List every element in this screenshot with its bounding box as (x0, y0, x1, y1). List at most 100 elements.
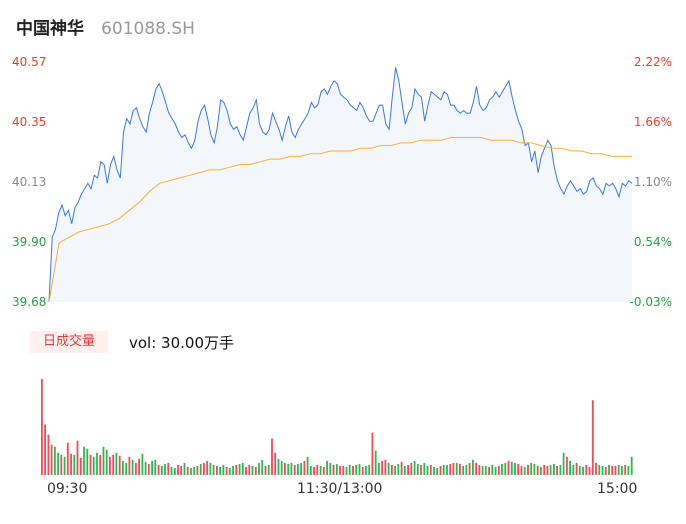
volume-bar (459, 463, 461, 475)
volume-bar (423, 462, 426, 475)
volume-bar (235, 464, 238, 475)
volume-bar (144, 461, 147, 475)
volume-bar (358, 463, 361, 475)
volume-bar (245, 466, 247, 475)
volume-bar (92, 456, 95, 475)
volume-bar (523, 466, 526, 475)
volume-bar (604, 466, 607, 475)
volume-bar (384, 459, 387, 475)
volume-bar (157, 464, 160, 475)
volume-bar (585, 464, 588, 475)
volume-bar (222, 464, 225, 475)
volume-bar (335, 463, 338, 475)
volume-bar (455, 462, 458, 475)
volume-bar (475, 462, 477, 475)
volume-bar (277, 458, 280, 475)
volume-bar (63, 456, 66, 475)
volume-bar (151, 460, 153, 475)
volume-bar (510, 461, 513, 475)
volume-bar (578, 465, 581, 475)
volume-bar (342, 465, 345, 475)
volume-bar (514, 462, 516, 475)
volume-bar (73, 454, 76, 475)
volume-bar (569, 460, 571, 475)
volume-bar (216, 465, 218, 475)
volume-bar (290, 462, 293, 475)
price-tick-3: 39.90 (12, 235, 47, 249)
pct-tick-1: 1.66% (633, 115, 672, 129)
volume-bar (494, 466, 497, 475)
volume-bar (251, 465, 254, 475)
price-tick-4: 39.68 (12, 295, 47, 309)
volume-bar (261, 459, 264, 475)
stock-name: 中国神华 (16, 19, 84, 39)
price-area (49, 67, 632, 303)
volume-bar (624, 464, 627, 475)
volume-bar (621, 465, 623, 475)
volume-bar (206, 460, 209, 475)
volume-bar (102, 446, 105, 475)
volume-bar (345, 466, 348, 475)
volume-bar (183, 462, 186, 475)
volume-bar (588, 466, 591, 475)
volume-bar (96, 452, 98, 475)
volume-bar (115, 452, 118, 475)
volume-bar (306, 456, 309, 475)
volume-bar (79, 457, 82, 475)
volume-bar (394, 465, 396, 475)
volume-bar (322, 466, 325, 475)
volume-bar (267, 464, 270, 475)
volume-bar (559, 464, 562, 475)
volume-bar (598, 464, 601, 475)
volume-bar (41, 379, 43, 475)
volume-bar (517, 463, 520, 475)
volume-bar (572, 464, 575, 475)
volume-bar (546, 465, 549, 475)
volume-bar (160, 465, 163, 475)
volume-bar (627, 465, 630, 475)
volume-bar (50, 444, 53, 475)
volume-bar (258, 462, 260, 475)
volume-bar (199, 463, 202, 475)
volume-bar (553, 463, 555, 475)
volume-bar (575, 462, 578, 475)
volume-bar (527, 464, 529, 475)
volume-bar (439, 465, 442, 475)
average-line (48, 137, 632, 303)
volume-bar (274, 452, 277, 475)
pct-tick-2: 1.10% (633, 175, 672, 189)
volume-bar (582, 466, 584, 475)
volume-bar (310, 465, 312, 475)
volume-bar (497, 465, 500, 475)
volume-bar (611, 465, 614, 475)
daily-volume-tab[interactable]: 日成交量 (30, 331, 108, 353)
volume-bar (131, 459, 134, 475)
volume-bar (238, 463, 241, 475)
volume-bar (608, 464, 610, 475)
volume-bar (154, 459, 157, 475)
volume-bar (180, 465, 183, 475)
volume-bar (135, 462, 137, 475)
volume-bar (374, 450, 377, 475)
volume-bar (355, 464, 358, 475)
volume-bar (601, 465, 604, 475)
volume-bar (433, 466, 435, 475)
time-label-close: 15:00 (597, 481, 638, 497)
stock-header: 中国神华 601088.SH (16, 14, 195, 40)
volume-bar (89, 454, 92, 475)
volume-bar (99, 454, 102, 475)
price-tick-2: 40.13 (12, 175, 47, 189)
volume-bar (410, 462, 413, 475)
volume-bar (196, 465, 199, 475)
volume-bar (391, 464, 393, 475)
volume-bar (128, 456, 131, 475)
volume-bar (228, 467, 231, 475)
volume-bar (562, 452, 565, 475)
volume-bar (566, 456, 568, 475)
volume-bar (348, 464, 351, 475)
volume-bar (313, 466, 315, 475)
volume-bar (617, 464, 620, 475)
volume-bar (112, 454, 115, 475)
volume-bar (591, 400, 594, 475)
volume-bar (167, 462, 170, 475)
